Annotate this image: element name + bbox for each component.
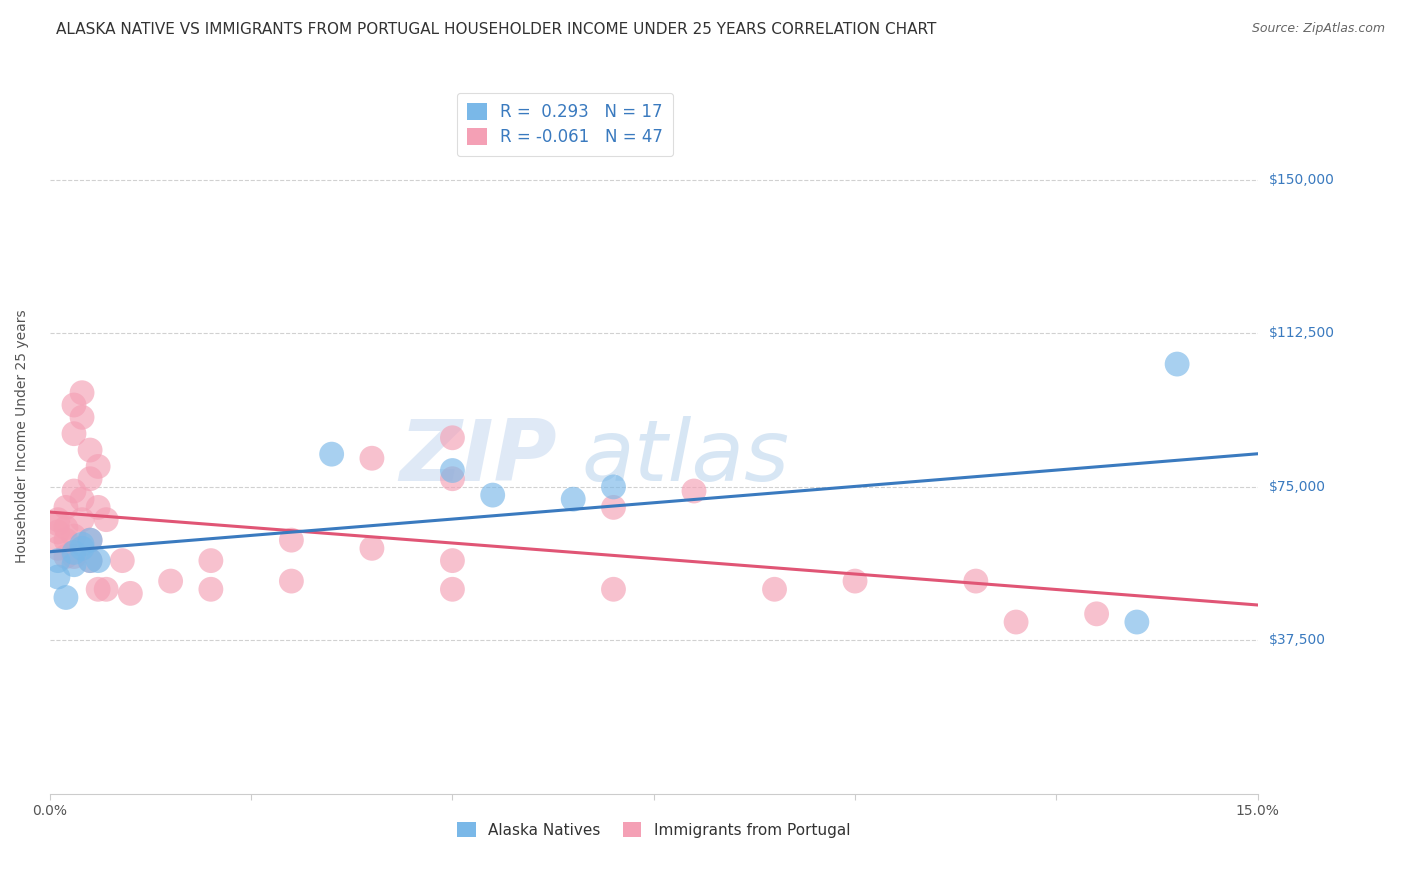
Point — [111, 553, 134, 567]
Point — [63, 483, 86, 498]
Point — [602, 500, 624, 515]
Point — [55, 591, 77, 605]
Point — [200, 582, 222, 597]
Point — [562, 492, 585, 507]
Point — [321, 447, 343, 461]
Text: $75,000: $75,000 — [1268, 480, 1326, 494]
Text: Source: ZipAtlas.com: Source: ZipAtlas.com — [1251, 22, 1385, 36]
Point — [70, 492, 93, 507]
Point — [159, 574, 181, 588]
Y-axis label: Householder Income Under 25 years: Householder Income Under 25 years — [15, 309, 30, 563]
Point — [79, 533, 101, 548]
Point — [481, 488, 503, 502]
Point — [46, 524, 69, 539]
Point — [63, 558, 86, 572]
Point — [63, 426, 86, 441]
Point — [55, 500, 77, 515]
Point — [965, 574, 987, 588]
Text: atlas: atlas — [581, 416, 789, 499]
Point — [46, 513, 69, 527]
Point — [441, 553, 464, 567]
Point — [844, 574, 866, 588]
Point — [63, 398, 86, 412]
Point — [200, 553, 222, 567]
Point — [70, 513, 93, 527]
Point — [79, 553, 101, 567]
Point — [46, 553, 69, 567]
Text: $112,500: $112,500 — [1268, 326, 1334, 341]
Point — [441, 464, 464, 478]
Point — [96, 513, 118, 527]
Point — [280, 533, 302, 548]
Point — [63, 549, 86, 564]
Point — [120, 586, 142, 600]
Text: ALASKA NATIVE VS IMMIGRANTS FROM PORTUGAL HOUSEHOLDER INCOME UNDER 25 YEARS CORR: ALASKA NATIVE VS IMMIGRANTS FROM PORTUGA… — [56, 22, 936, 37]
Legend: Alaska Natives, Immigrants from Portugal: Alaska Natives, Immigrants from Portugal — [451, 815, 856, 844]
Point — [79, 472, 101, 486]
Point — [280, 574, 302, 588]
Point — [441, 431, 464, 445]
Point — [87, 582, 110, 597]
Point — [1005, 615, 1028, 629]
Point — [46, 541, 69, 556]
Point — [70, 385, 93, 400]
Point — [1126, 615, 1149, 629]
Point — [602, 480, 624, 494]
Point — [87, 553, 110, 567]
Point — [70, 537, 93, 551]
Point — [79, 533, 101, 548]
Text: $150,000: $150,000 — [1268, 173, 1334, 186]
Point — [55, 533, 77, 548]
Point — [70, 410, 93, 425]
Point — [1085, 607, 1108, 621]
Point — [63, 529, 86, 543]
Point — [46, 570, 69, 584]
Point — [63, 545, 86, 559]
Point — [79, 553, 101, 567]
Point — [87, 500, 110, 515]
Point — [55, 521, 77, 535]
Point — [441, 472, 464, 486]
Point — [55, 549, 77, 564]
Point — [763, 582, 786, 597]
Point — [1166, 357, 1188, 371]
Point — [70, 541, 93, 556]
Text: $37,500: $37,500 — [1268, 633, 1326, 648]
Point — [96, 582, 118, 597]
Point — [79, 443, 101, 458]
Point — [361, 541, 384, 556]
Point — [602, 582, 624, 597]
Point — [361, 451, 384, 466]
Point — [683, 483, 706, 498]
Point — [46, 516, 69, 531]
Text: ZIP: ZIP — [399, 416, 557, 499]
Point — [87, 459, 110, 474]
Point — [441, 582, 464, 597]
